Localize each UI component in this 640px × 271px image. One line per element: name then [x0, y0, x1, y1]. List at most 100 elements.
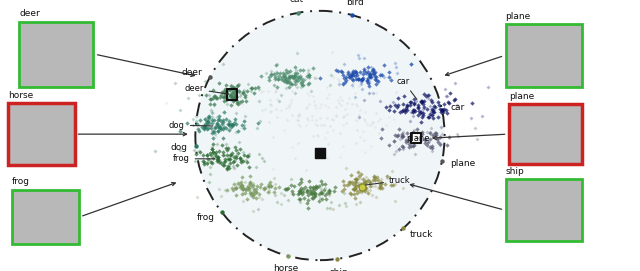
Point — [283, 69, 293, 74]
Point — [435, 125, 445, 130]
Point — [427, 132, 437, 137]
Point — [376, 177, 386, 182]
Point — [238, 199, 248, 204]
Text: horse: horse — [8, 91, 33, 100]
Point — [220, 163, 230, 167]
Point — [293, 75, 303, 79]
Point — [362, 186, 372, 190]
Point — [348, 81, 358, 85]
Point — [286, 189, 296, 193]
Text: truck: truck — [409, 230, 433, 239]
Point — [353, 182, 363, 187]
Point — [253, 86, 264, 91]
Point — [227, 86, 237, 91]
Point — [417, 114, 428, 119]
Point — [221, 166, 232, 170]
Point — [355, 183, 365, 188]
Point — [308, 194, 319, 199]
Point — [328, 118, 338, 122]
Point — [227, 96, 237, 100]
Point — [307, 114, 317, 118]
Point — [260, 185, 271, 190]
Point — [360, 181, 370, 185]
Point — [361, 71, 371, 76]
Point — [214, 125, 225, 130]
Point — [289, 73, 299, 78]
Point — [225, 94, 235, 98]
Point — [223, 121, 233, 126]
Point — [384, 75, 394, 79]
Point — [264, 120, 275, 124]
Point — [408, 135, 418, 139]
Point — [337, 70, 348, 75]
Point — [355, 135, 365, 140]
Point — [301, 190, 312, 195]
Text: bird: bird — [346, 0, 364, 7]
Point — [227, 186, 237, 191]
Point — [410, 152, 420, 157]
Point — [363, 65, 373, 69]
Point — [280, 76, 290, 80]
Point — [221, 96, 232, 100]
Point — [282, 80, 292, 84]
Point — [204, 164, 214, 169]
Point — [232, 163, 243, 167]
Point — [230, 148, 241, 153]
Point — [378, 72, 388, 77]
Point — [248, 209, 258, 213]
Point — [261, 71, 271, 75]
Point — [435, 143, 445, 147]
Point — [310, 192, 321, 196]
Point — [284, 74, 294, 78]
Point — [418, 102, 428, 107]
Point — [351, 70, 361, 75]
Point — [364, 91, 374, 95]
Point — [303, 93, 314, 97]
Point — [248, 193, 259, 197]
Point — [221, 142, 231, 146]
Point — [348, 78, 358, 82]
Point — [290, 79, 300, 83]
Point — [264, 189, 274, 194]
Point — [251, 190, 261, 194]
Point — [320, 181, 330, 186]
Point — [281, 71, 291, 75]
Text: truck: truck — [365, 176, 411, 185]
Point — [269, 190, 280, 194]
Point — [382, 176, 392, 180]
Point — [368, 91, 378, 95]
Point — [175, 108, 186, 112]
Point — [374, 98, 385, 103]
Point — [264, 183, 274, 188]
Point — [424, 104, 435, 109]
Point — [394, 147, 404, 152]
Point — [219, 99, 229, 103]
Point — [340, 201, 350, 205]
Point — [342, 112, 353, 116]
Point — [215, 159, 225, 163]
Point — [437, 131, 447, 136]
Point — [392, 104, 402, 109]
Point — [233, 151, 243, 156]
Point — [204, 114, 214, 118]
Point — [205, 151, 215, 155]
Point — [365, 123, 375, 128]
Point — [363, 80, 373, 85]
Point — [278, 78, 289, 82]
Point — [348, 69, 358, 74]
Point — [339, 76, 349, 80]
Point — [218, 110, 228, 114]
Point — [232, 101, 242, 105]
Point — [218, 153, 228, 157]
Point — [408, 139, 418, 143]
Point — [349, 186, 360, 191]
Point — [413, 132, 423, 137]
Point — [391, 144, 401, 149]
Point — [216, 194, 227, 198]
Point — [408, 130, 418, 134]
Point — [415, 109, 426, 114]
Point — [303, 75, 314, 79]
Point — [383, 69, 394, 74]
Point — [251, 196, 261, 200]
Point — [316, 191, 326, 195]
